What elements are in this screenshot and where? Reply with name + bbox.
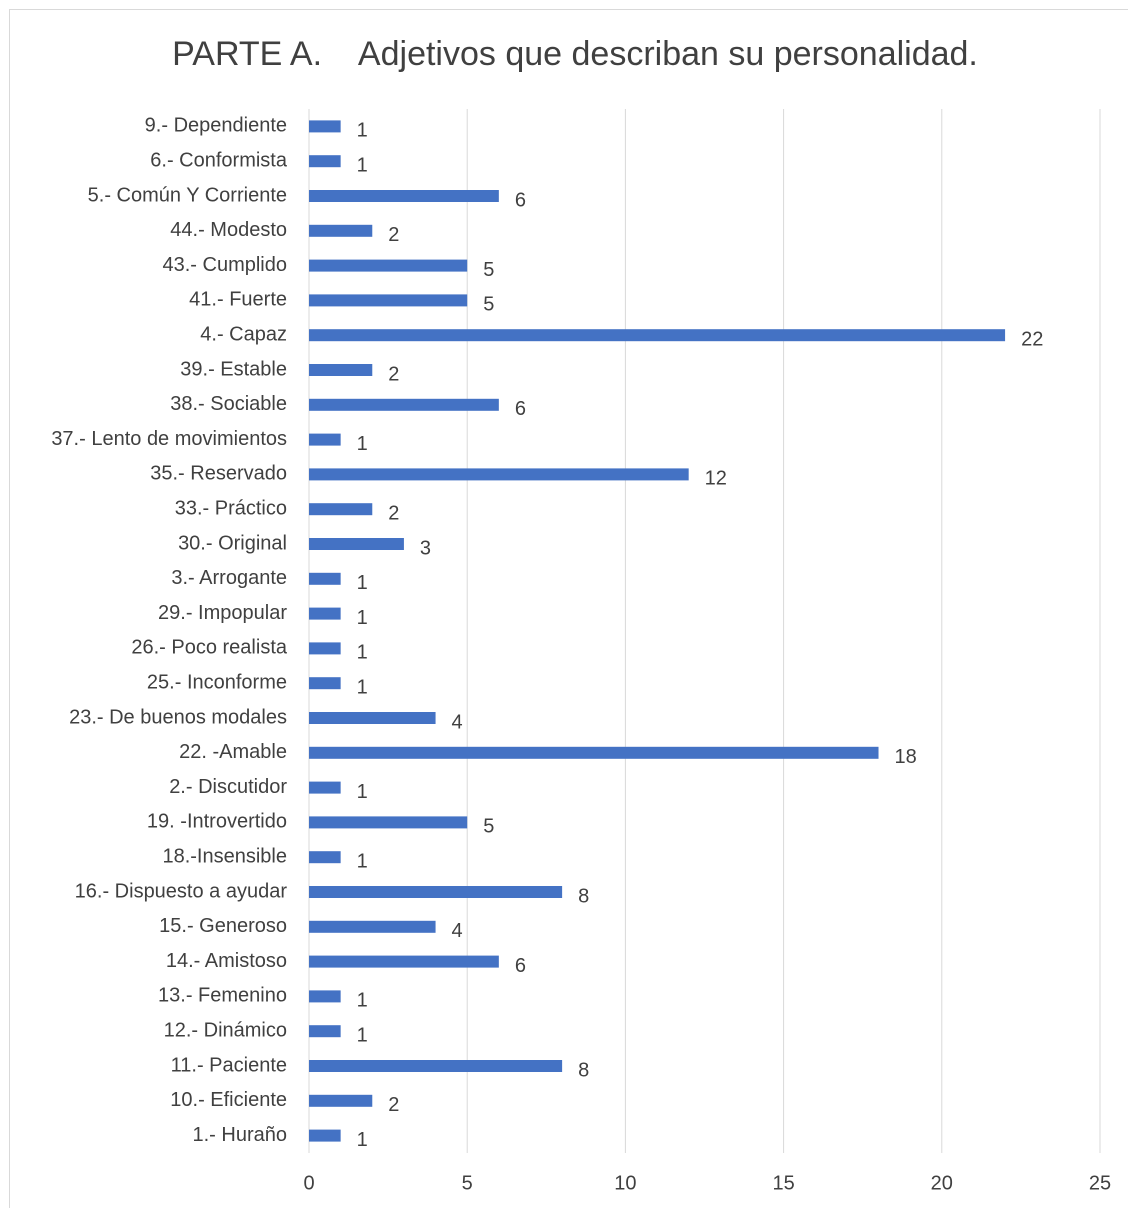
bar [309,920,436,933]
y-tick-label: 11.- Paciente [171,1054,287,1076]
y-tick-label: 22. -Amable [179,741,287,763]
data-label: 6 [515,398,526,420]
data-label: 8 [578,885,589,907]
bar [309,1129,341,1142]
x-tick-label: 10 [614,1172,636,1194]
chart-title: PARTE A. Adjetivos que describan su pers… [172,35,978,73]
bar [309,746,879,759]
data-label: 1 [357,433,368,455]
y-tick-label: 14.- Amistoso [166,950,287,972]
data-label: 1 [357,1024,368,1046]
bar [309,1025,341,1038]
bar [309,503,373,516]
y-tick-label: 38.- Sociable [170,393,287,415]
data-label: 12 [705,468,727,490]
data-label: 2 [388,502,399,524]
bar [309,990,341,1003]
data-label: 22 [1021,328,1043,350]
y-tick-label: 23.- De buenos modales [69,706,287,728]
y-tick-label: 12.- Dinámico [164,1019,287,1041]
bar [309,120,341,133]
data-label: 1 [357,781,368,803]
data-label: 1 [357,676,368,698]
y-tick-label: 5.- Común Y Corriente [88,184,287,206]
y-tick-label: 3.- Arrogante [171,567,287,589]
data-label: 2 [388,224,399,246]
bar [309,398,499,411]
bar [309,851,341,864]
y-tick-label: 35.- Reservado [150,463,287,485]
x-tick-label: 0 [303,1172,314,1194]
y-tick-label: 33.- Práctico [175,497,287,519]
data-label: 1 [357,850,368,872]
y-tick-label: 39.- Estable [180,358,287,380]
y-tick-label: 4.- Capaz [200,323,287,345]
data-label: 1 [357,607,368,629]
bar [309,712,436,724]
data-label: 4 [452,920,463,942]
data-label: 8 [578,1059,589,1081]
bar [309,781,341,794]
data-label: 5 [483,259,494,281]
data-label: 5 [483,294,494,316]
data-label: 3 [420,537,431,559]
bar [309,1060,563,1072]
y-tick-label: 30.- Original [178,532,287,554]
y-tick-label: 9.- Dependiente [145,115,287,137]
y-tick-label: 6.- Conformista [150,149,288,171]
bar [309,259,468,272]
y-tick-label: 1.- Huraño [193,1124,288,1146]
bar [309,538,404,550]
data-label: 18 [895,746,917,768]
y-tick-label: 37.- Lento de movimientos [51,428,287,450]
y-tick-label: 25.- Inconforme [147,671,287,693]
bar [309,677,341,690]
y-tick-label: 43.- Cumplido [162,254,287,276]
data-label: 4 [452,711,463,733]
bar [309,329,1006,342]
y-tick-label: 44.- Modesto [170,219,287,241]
x-tick-label: 20 [931,1172,953,1194]
y-tick-label: 10.- Eficiente [170,1089,287,1111]
bar [309,433,341,446]
x-tick-label: 5 [462,1172,473,1194]
bar [309,572,341,585]
bar [309,955,499,968]
data-label: 1 [357,154,368,176]
data-label: 1 [357,642,368,664]
bar [309,607,341,620]
y-tick-label: 2.- Discutidor [169,776,287,798]
data-label: 1 [357,572,368,594]
bar [309,1094,373,1107]
y-tick-label: 15.- Generoso [159,915,287,937]
data-label: 1 [357,990,368,1012]
bar [309,468,689,481]
y-tick-label: 13.- Femenino [158,985,287,1007]
bar [309,294,468,307]
y-tick-label: 19. -Introvertido [147,811,287,833]
y-tick-label: 18.-Insensible [162,845,287,867]
data-label: 6 [515,955,526,977]
y-tick-label: 29.- Impopular [158,602,287,624]
bar [309,816,468,829]
bar [309,155,341,168]
y-tick-label: 16.- Dispuesto a ayudar [75,880,288,902]
bar [309,886,563,898]
data-label: 6 [515,189,526,211]
y-tick-label: 26.- Poco realista [131,637,288,659]
x-tick-label: 15 [772,1172,794,1194]
data-label: 1 [357,1129,368,1151]
data-label: 2 [388,1094,399,1116]
bar [309,642,341,655]
bar [309,224,373,237]
y-tick-label: 41.- Fuerte [189,289,287,311]
data-label: 5 [483,816,494,838]
bar [309,364,373,376]
data-label: 1 [357,120,368,142]
data-label: 2 [388,363,399,385]
x-tick-label: 25 [1089,1172,1111,1194]
bar [309,190,499,202]
